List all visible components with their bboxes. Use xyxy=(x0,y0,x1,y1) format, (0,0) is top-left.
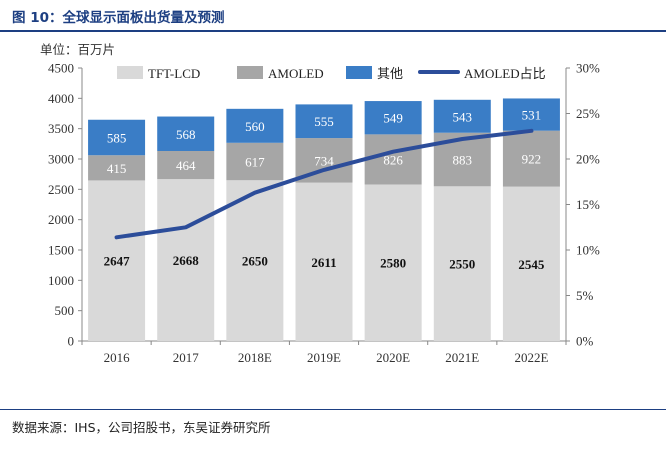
bar-segment xyxy=(433,186,491,341)
x-tick-label: 2017 xyxy=(173,350,200,365)
bar-value-label: 883 xyxy=(453,153,473,168)
bar-value-label: 415 xyxy=(107,161,127,176)
left-tick-label: 2500 xyxy=(48,182,74,197)
legend-label: TFT-LCD xyxy=(148,66,200,81)
bar-segment xyxy=(88,155,146,181)
bar-value-label: 2647 xyxy=(104,254,131,269)
bar-value-label: 617 xyxy=(245,155,265,170)
bar-value-label: 568 xyxy=(176,127,196,142)
bar-value-label: 922 xyxy=(522,152,542,167)
bar-value-label: 2545 xyxy=(518,257,545,272)
bar-segment xyxy=(157,179,215,341)
right-tick-label: 5% xyxy=(576,288,594,303)
left-tick-label: 2000 xyxy=(48,212,74,227)
bar-value-label: 2650 xyxy=(242,254,268,269)
left-tick-label: 1000 xyxy=(48,273,74,288)
bar-value-label: 585 xyxy=(107,130,127,145)
data-labels: 2647 415 585 2668 464 568 2650 617 560 2611 734 555… xyxy=(104,108,545,272)
legend-label: AMOLED占比 xyxy=(464,66,546,81)
bar-segment xyxy=(364,101,422,135)
legend-swatch xyxy=(237,66,263,79)
legend-swatch xyxy=(346,66,372,79)
source-note: 数据来源：IHS，公司招股书，东吴证券研究所 xyxy=(12,420,271,435)
bar-value-label: 549 xyxy=(383,111,403,126)
legend-swatch xyxy=(117,66,143,79)
x-tick-label: 2016 xyxy=(104,350,131,365)
legend: TFT-LCD AMOLED 其他 AMOLED占比 xyxy=(117,66,546,81)
right-tick-label: 0% xyxy=(576,334,594,349)
bar-segment xyxy=(364,184,422,341)
right-tick-label: 15% xyxy=(576,197,600,212)
bar-segment xyxy=(88,180,146,341)
stacked-bar-line-chart: 单位：百万片 0 500 1000 1500 2000 2500 3000 3500 4000 4… xyxy=(40,42,600,366)
x-tick-label: 2022E xyxy=(514,350,548,365)
axes: 0 500 1000 1500 2000 2500 3000 3500 4000 4500 0% 5%… xyxy=(48,61,600,366)
bar-segment xyxy=(295,182,353,341)
share-line xyxy=(114,128,534,240)
right-tick-label: 10% xyxy=(576,243,600,258)
bar-segment xyxy=(226,108,284,143)
bar-value-label: 2550 xyxy=(449,257,475,272)
bar-segment xyxy=(157,116,215,151)
bar-segment xyxy=(88,119,146,156)
bar-value-label: 2580 xyxy=(380,256,406,271)
bar-value-label: 464 xyxy=(176,158,196,173)
x-tick-label: 2020E xyxy=(376,350,410,365)
right-tick-label: 20% xyxy=(576,152,600,167)
legend-label: AMOLED xyxy=(268,66,324,81)
unit-label: 单位：百万片 xyxy=(40,42,115,57)
bar-segment xyxy=(226,180,284,341)
bar-segment xyxy=(502,130,560,187)
left-tick-label: 3500 xyxy=(48,121,74,136)
x-tick-label: 2019E xyxy=(307,350,341,365)
x-tick-label: 2018E xyxy=(238,350,272,365)
bars xyxy=(88,98,560,341)
bar-segment xyxy=(157,150,215,180)
bar-value-label: 555 xyxy=(314,114,334,129)
right-tick-label: 25% xyxy=(576,106,600,121)
top-rule xyxy=(0,30,666,32)
bar-segment xyxy=(295,104,353,139)
left-tick-label: 3000 xyxy=(48,152,74,167)
share-line-path xyxy=(114,128,534,240)
right-tick-label: 30% xyxy=(576,61,600,76)
left-tick-label: 0 xyxy=(68,334,75,349)
bar-value-label: 826 xyxy=(383,152,403,167)
bar-value-label: 2611 xyxy=(311,255,336,270)
left-tick-label: 500 xyxy=(55,303,75,318)
figure-title: 图 10：全球显示面板出货量及预测 xyxy=(12,10,225,26)
bar-segment xyxy=(364,134,422,185)
legend-label: 其他 xyxy=(377,66,403,81)
bar-value-label: 2668 xyxy=(173,253,200,268)
bar-value-label: 543 xyxy=(453,109,473,124)
bar-value-label: 560 xyxy=(245,119,265,134)
x-tick-label: 2021E xyxy=(445,350,479,365)
bar-segment xyxy=(502,98,560,131)
left-tick-label: 4000 xyxy=(48,91,74,106)
bar-segment xyxy=(433,99,491,133)
left-tick-label: 4500 xyxy=(48,61,74,76)
bar-value-label: 531 xyxy=(522,108,542,123)
bottom-rule xyxy=(0,409,666,410)
bar-segment xyxy=(502,186,560,341)
bar-segment xyxy=(226,142,284,181)
bar-value-label: 734 xyxy=(314,153,334,168)
left-tick-label: 1500 xyxy=(48,243,74,258)
